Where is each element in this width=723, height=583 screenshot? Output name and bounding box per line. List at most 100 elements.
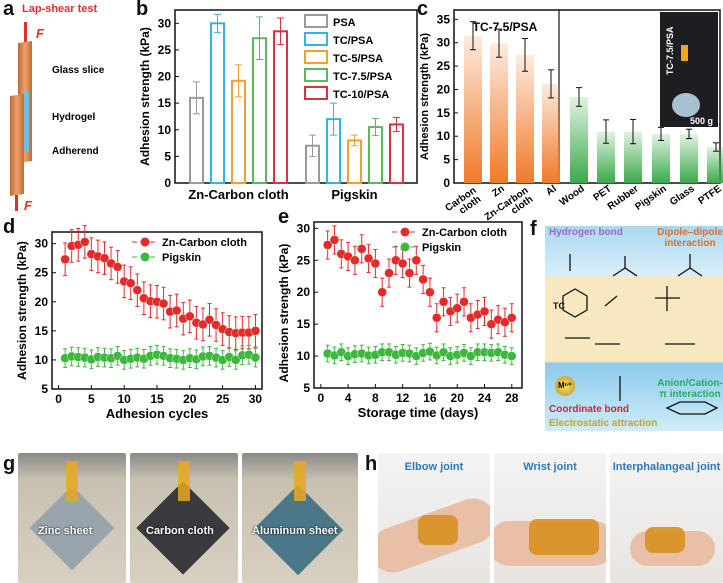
- x-category-label: Wood: [558, 183, 587, 208]
- data-point: [350, 255, 360, 266]
- y-tick-label: 30: [158, 16, 172, 30]
- force-arrow-top: [24, 22, 27, 42]
- data-point: [479, 306, 490, 317]
- legend-swatch: [304, 50, 328, 64]
- bar: [464, 35, 482, 183]
- x-tick-label: 4: [345, 391, 352, 405]
- y-tick-label: 5: [303, 381, 310, 395]
- data-point: [158, 298, 169, 309]
- data-point: [507, 351, 517, 361]
- bar: [347, 139, 362, 185]
- inset-hydrogel: [681, 45, 688, 61]
- hydrogen-bond-label: Hydrogen bond: [549, 227, 623, 238]
- panel-label-h: h: [365, 453, 378, 475]
- x-tick-label: 5: [88, 392, 95, 406]
- data-point: [231, 355, 241, 365]
- data-point: [438, 297, 449, 307]
- legend-label: Pigskin: [422, 242, 461, 254]
- photo-aluminum-sheet: Aluminum sheet: [242, 453, 358, 583]
- legend-label: Pigskin: [162, 252, 201, 264]
- hydrogel-patch: [529, 519, 599, 555]
- data-point: [171, 305, 182, 316]
- hydrogel-strip: [66, 461, 78, 501]
- y-tick-label: 30: [437, 36, 451, 50]
- y-tick-label: 30: [35, 237, 49, 251]
- legend-label: Zn-Carbon cloth: [422, 227, 507, 239]
- photo-label: Aluminum sheet: [252, 525, 338, 537]
- x-tick-label: 15: [150, 392, 164, 406]
- x-tick-label: 10: [118, 392, 132, 406]
- legend-marker: [140, 237, 150, 247]
- data-point: [486, 319, 497, 329]
- panel-label-g: g: [3, 453, 16, 475]
- bar: [490, 43, 508, 183]
- data-point: [500, 317, 510, 327]
- plot-frame: [313, 221, 523, 389]
- legend-marker: [400, 242, 410, 252]
- y-tick-label: 15: [297, 317, 311, 331]
- metal-ion-icon: Mⁿ⁺: [555, 376, 575, 396]
- panel-label-f: f: [530, 218, 537, 240]
- y-tick-label: 25: [437, 59, 451, 73]
- annotation: TC-7.5/PSA: [473, 20, 538, 34]
- x-axis-label: Storage time (days): [358, 405, 479, 420]
- force-bottom: F: [24, 198, 32, 213]
- bar: [389, 123, 404, 184]
- y-tick-label: 15: [158, 96, 172, 110]
- legend-label: TC-5/PSA: [333, 53, 383, 65]
- data-point: [507, 313, 517, 323]
- y-tick-label: 20: [437, 82, 451, 96]
- data-point: [99, 253, 110, 263]
- bar: [210, 22, 225, 184]
- data-point: [452, 303, 462, 313]
- bar: [570, 96, 588, 183]
- inset-label: TC-7.5/PSA: [665, 26, 675, 75]
- data-point: [370, 258, 381, 269]
- x-tick-label: 20: [451, 391, 465, 405]
- x-category-label: Al: [544, 183, 559, 198]
- y-tick-label: 5: [164, 149, 171, 163]
- x-tick-label: 8: [372, 391, 379, 405]
- y-axis-label: Adhesion strength (kPa): [15, 241, 29, 380]
- tc-label: TC: [553, 301, 565, 311]
- data-point: [80, 237, 90, 247]
- legend-marker: [400, 227, 410, 237]
- legend-marker: [140, 252, 150, 262]
- glass-slice-label: Glass slice: [52, 65, 105, 76]
- legend-swatch: [304, 68, 328, 82]
- data-point: [185, 311, 195, 322]
- data-point: [322, 240, 333, 250]
- data-point: [126, 278, 136, 288]
- x-category-label: Glass: [668, 183, 697, 208]
- bar: [652, 133, 670, 183]
- y-tick-label: 10: [297, 349, 311, 363]
- data-point: [384, 268, 394, 278]
- y-tick-label: 20: [297, 285, 311, 299]
- photo-label: Interphalangeal joint: [612, 461, 721, 473]
- photo-label: Zinc sheet: [38, 525, 93, 537]
- y-axis-label: Adhesion strength (kPa): [277, 244, 291, 383]
- x-tick-label: 0: [317, 391, 324, 405]
- bar: [273, 30, 288, 184]
- legend-label: PSA: [333, 17, 356, 29]
- bar: [680, 133, 698, 183]
- data-point: [377, 287, 387, 297]
- data-point: [250, 352, 261, 363]
- data-point: [112, 262, 123, 272]
- x-tick-label: 28: [505, 391, 519, 405]
- hydrogel-patch: [418, 515, 458, 545]
- bar: [707, 146, 723, 183]
- x-tick-label: 0: [55, 392, 62, 406]
- panel-label-b: b: [136, 0, 149, 20]
- anion-cation-label: Anion/Cation-π interaction: [657, 378, 723, 400]
- hydrogel-strip: [178, 461, 190, 501]
- legend-label: TC-10/PSA: [333, 89, 389, 101]
- legend-swatch: [304, 32, 328, 46]
- dipole-label: Dipole–dipole interaction: [657, 227, 723, 249]
- data-point: [132, 285, 143, 295]
- bar: [542, 83, 560, 183]
- hydrogel-strip: [294, 461, 306, 501]
- photo-wrist-joint: Wrist joint: [494, 453, 606, 583]
- data-point: [418, 274, 428, 285]
